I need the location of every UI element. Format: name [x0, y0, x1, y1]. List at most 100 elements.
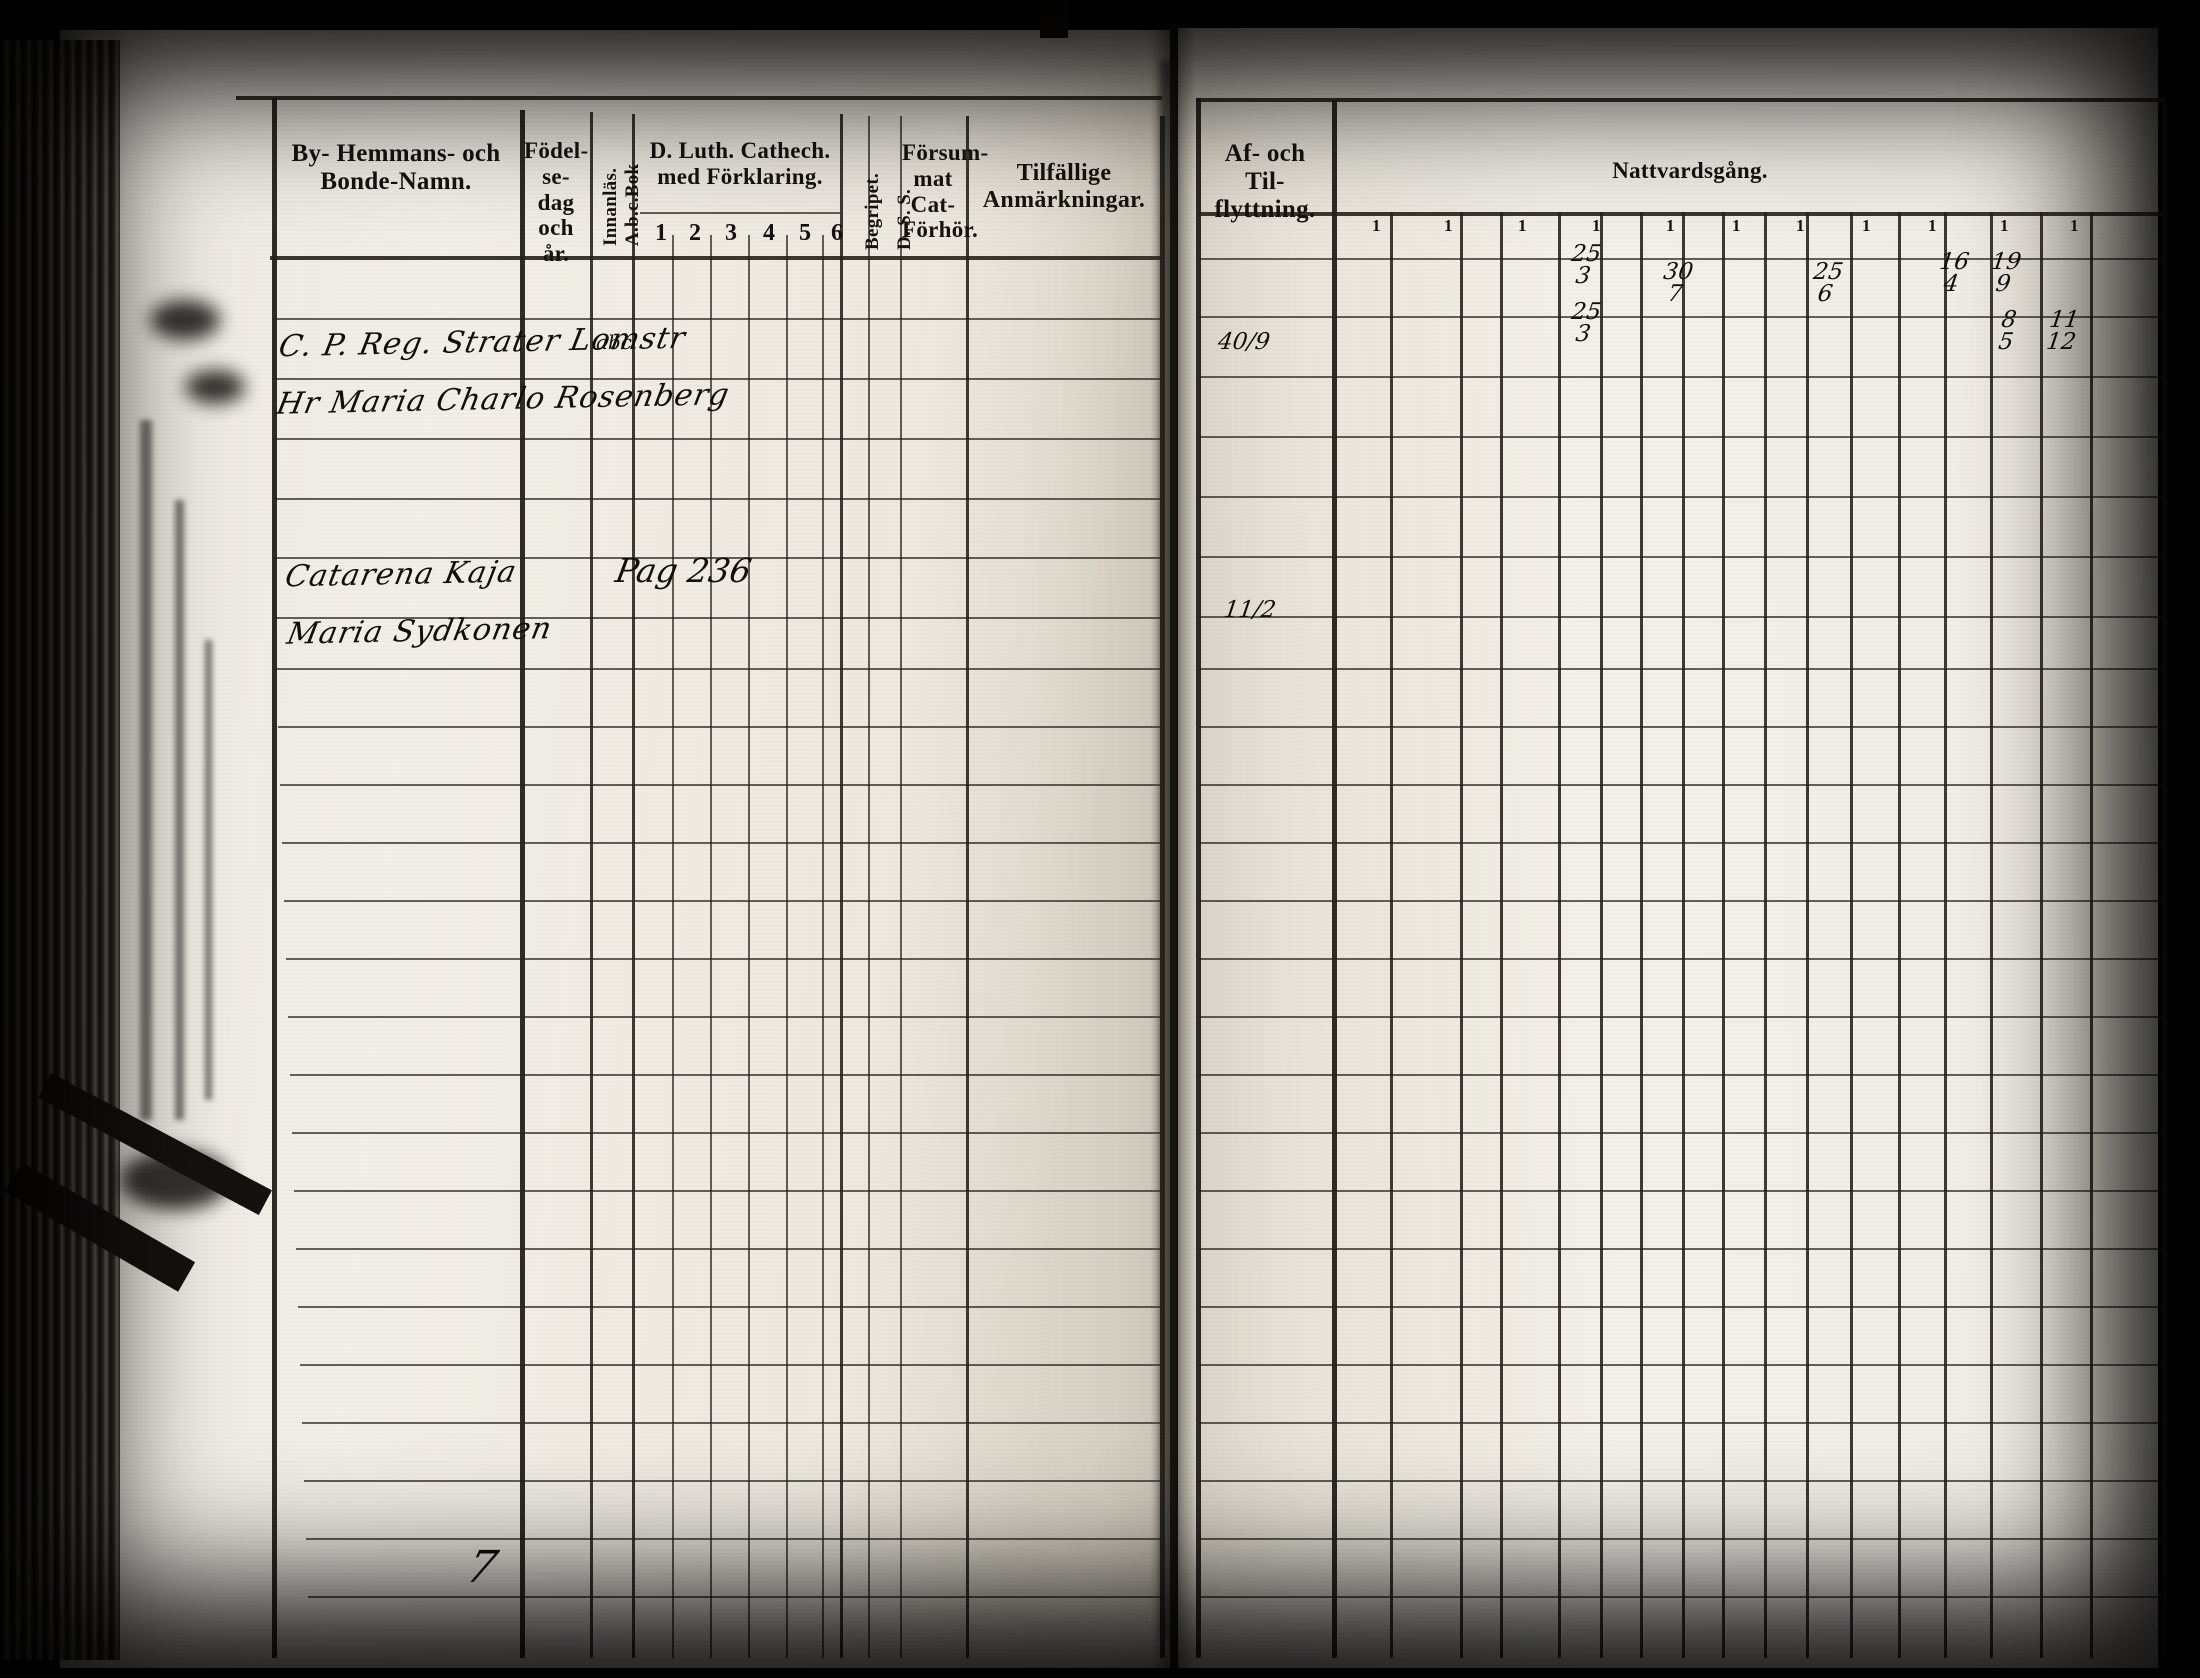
- row-rule: [1198, 1422, 2164, 1424]
- year-tick: 1: [1796, 216, 1805, 235]
- cat-subheader-rule: [640, 212, 840, 214]
- col-rule-cat-3: [748, 235, 750, 1658]
- row-rule: [300, 1364, 1162, 1366]
- nattvard-col-rule-3: [1500, 212, 1503, 1658]
- col-rule-dss-end: [900, 116, 902, 1658]
- year-tick: 1: [1592, 216, 1601, 235]
- communion-entry: 19 9: [1989, 249, 2023, 297]
- entry-pag-reference: Pag 236: [612, 551, 755, 590]
- row-rule: [292, 1132, 1162, 1134]
- col-rule-flyttning-end: [1332, 100, 1337, 1658]
- nattvard-col-rule-15: [2040, 212, 2043, 1658]
- row-rule: [1198, 1480, 2164, 1482]
- right-table-top-rule: [1196, 98, 2166, 102]
- page-wear-streak-a: [140, 420, 152, 1120]
- year-tick: 1: [1862, 216, 1871, 235]
- flyttning-entry: 40/9: [1216, 329, 1272, 355]
- column-header-catechism: D. Luth. Cathech. med Förklaring.: [649, 138, 831, 189]
- row-rule: [276, 668, 1162, 670]
- nattvard-col-rule-8: [1722, 212, 1725, 1658]
- nattvard-col-rule-6: [1640, 212, 1643, 1658]
- row-rule: [298, 1306, 1162, 1308]
- row-rule: [1198, 1306, 2164, 1308]
- row-rule: [1198, 1016, 2164, 1018]
- cat-subcol-4: 4: [763, 220, 775, 246]
- communion-entry: 30 7: [1661, 259, 1695, 307]
- row-rule: [1198, 1190, 2164, 1192]
- nattvard-col-rule-9: [1764, 212, 1767, 1658]
- entry-name-row-7: Maria Sydkonen: [284, 611, 556, 652]
- row-rule: [272, 438, 1162, 440]
- cat-subcol-1: 1: [655, 220, 667, 246]
- row-rule: [274, 557, 1162, 559]
- nattvard-col-rule-14: [1990, 212, 1993, 1658]
- column-header-birth: Födel- se-dag och år.: [524, 138, 589, 266]
- year-tick: 1: [1666, 216, 1675, 235]
- nattvard-col-rule-16: [2090, 212, 2093, 1658]
- cat-subcol-6: 6: [831, 220, 843, 246]
- row-rule: [1198, 1248, 2164, 1250]
- nattvard-col-rule-2: [1460, 212, 1463, 1658]
- nattvard-col-rule-12: [1898, 212, 1901, 1658]
- nattvard-col-rule-11: [1850, 212, 1853, 1658]
- row-rule: [280, 784, 1162, 786]
- col-rule-cat-4: [786, 235, 788, 1658]
- column-header-begripet: Begripet.: [862, 172, 883, 250]
- column-header-abcbok-line2: Innanläs.: [600, 167, 621, 246]
- row-rule: [286, 958, 1162, 960]
- row-rule: [1198, 726, 2164, 728]
- row-rule: [274, 498, 1162, 500]
- nattvard-col-rule-1: [1390, 212, 1393, 1658]
- communion-entry: 25 3: [1569, 299, 1603, 347]
- row-rule: [1198, 900, 2164, 902]
- communion-entry: 25 6: [1811, 259, 1845, 307]
- year-tick: 1: [1372, 216, 1381, 235]
- col-rule-abcbok-end: [632, 114, 635, 1658]
- row-rule: [302, 1422, 1162, 1424]
- row-rule: [1198, 496, 2164, 498]
- entry-name-row-6: Catarena Kaja: [282, 554, 520, 595]
- row-rule: [272, 318, 1162, 320]
- communion-entry: 11 12: [2044, 307, 2081, 355]
- row-rule: [308, 1596, 1162, 1598]
- year-tick: 1: [2000, 216, 2009, 235]
- col-rule-right-page-right-border: [2162, 100, 2167, 1658]
- ink-smudge-a: [150, 300, 220, 340]
- ink-smudge-b: [185, 370, 245, 404]
- nattvard-col-rule-10: [1806, 212, 1809, 1658]
- row-rule: [1198, 1132, 2164, 1134]
- column-header-flyttning: Af- och Til- flyttning.: [1214, 140, 1316, 223]
- bookmark-ribbon: [1040, 0, 1068, 38]
- row-rule: [276, 617, 1162, 619]
- row-rule: [278, 726, 1162, 728]
- cat-subcol-3: 3: [725, 220, 737, 246]
- col-rule-left-border: [272, 98, 277, 1658]
- column-header-forsummat: Försum- mat Cat- Förhör.: [902, 140, 989, 243]
- row-rule: [1198, 258, 2164, 260]
- col-rule-cat-2: [710, 235, 712, 1658]
- col-rule-cat-end: [840, 114, 843, 1658]
- row-rule: [1198, 668, 2164, 670]
- row-rule: [306, 1538, 1162, 1540]
- row-rule: [1198, 958, 2164, 960]
- row-rule: [1198, 616, 2164, 618]
- entry-abcbok-row-1: abc: [596, 330, 632, 354]
- column-header-nattvardsgang: Nattvardsgång.: [1612, 158, 1768, 183]
- row-rule: [294, 1190, 1162, 1192]
- row-rule: [1198, 1364, 2164, 1366]
- row-rule: [1198, 784, 2164, 786]
- left-table-top-rule: [236, 96, 1162, 100]
- flyttning-entry: 11/2: [1222, 597, 1278, 623]
- col-rule-right-border: [1160, 116, 1165, 1658]
- row-rule: [296, 1248, 1162, 1250]
- row-rule: [304, 1480, 1162, 1482]
- row-rule: [282, 842, 1162, 844]
- communion-entry: 25 3: [1569, 241, 1603, 289]
- right-page-leaf: [1178, 28, 2158, 1678]
- row-rule: [1198, 1074, 2164, 1076]
- row-rule: [284, 900, 1162, 902]
- cat-subcol-2: 2: [689, 220, 701, 246]
- col-rule-right-page-left-border: [1196, 98, 1201, 1658]
- page-wear-streak-c: [205, 640, 212, 1100]
